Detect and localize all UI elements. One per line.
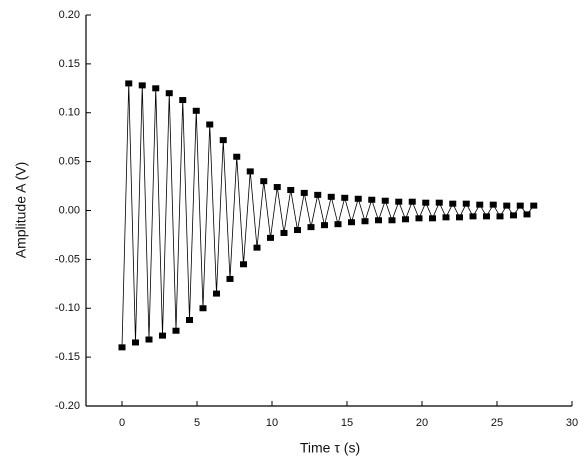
- marker: [307, 224, 315, 231]
- marker: [395, 198, 403, 205]
- marker: [273, 184, 281, 191]
- x-tick-label: 0: [119, 417, 125, 429]
- marker: [469, 213, 477, 220]
- marker: [388, 217, 396, 224]
- marker: [442, 214, 450, 221]
- marker: [422, 199, 430, 206]
- y-tick-label: 0.10: [59, 107, 80, 119]
- marker: [476, 201, 484, 208]
- marker: [321, 222, 328, 229]
- marker: [206, 121, 214, 128]
- marker: [489, 201, 497, 208]
- marker: [530, 202, 538, 209]
- marker: [260, 178, 268, 185]
- marker: [462, 200, 470, 207]
- marker: [267, 234, 274, 241]
- y-tick-label: -0.20: [55, 400, 80, 412]
- marker: [172, 327, 180, 334]
- marker: [483, 213, 490, 220]
- marker: [253, 244, 261, 251]
- marker: [375, 217, 382, 224]
- marker: [219, 137, 227, 144]
- y-tick-label: 0.00: [59, 204, 80, 216]
- x-tick-label: 25: [491, 417, 503, 429]
- marker: [449, 200, 457, 207]
- marker: [354, 195, 362, 202]
- marker: [125, 80, 133, 87]
- marker: [132, 339, 139, 346]
- y-tick-label: 0.20: [59, 9, 80, 21]
- marker: [199, 305, 207, 312]
- marker: [233, 153, 241, 160]
- marker: [186, 316, 193, 323]
- marker: [179, 97, 187, 104]
- marker: [348, 219, 355, 226]
- y-tick-label: -0.15: [55, 351, 80, 363]
- marker: [152, 85, 160, 92]
- marker: [327, 193, 335, 200]
- x-tick-label: 5: [194, 417, 200, 429]
- x-tick-label: 15: [341, 417, 353, 429]
- marker: [456, 214, 463, 221]
- x-tick-label: 10: [266, 417, 278, 429]
- x-tick-label: 30: [566, 417, 578, 429]
- marker: [213, 290, 220, 297]
- x-axis-label: Time τ (s): [300, 440, 360, 456]
- marker: [226, 275, 234, 282]
- y-tick-label: 0.05: [59, 156, 80, 168]
- marker: [435, 199, 443, 206]
- marker: [294, 227, 301, 234]
- x-tick-label: 20: [416, 417, 428, 429]
- marker: [361, 218, 369, 225]
- marker: [341, 194, 349, 201]
- marker: [280, 229, 288, 236]
- marker: [192, 107, 200, 114]
- y-tick-label: -0.05: [55, 253, 80, 265]
- marker: [408, 198, 416, 205]
- marker: [300, 189, 308, 196]
- marker: [496, 213, 504, 220]
- marker: [118, 344, 126, 351]
- marker: [503, 202, 511, 209]
- marker: [429, 215, 436, 222]
- marker: [368, 196, 376, 203]
- marker: [159, 332, 166, 339]
- y-tick-label: 0.15: [59, 58, 80, 70]
- marker: [334, 221, 342, 228]
- marker: [381, 197, 389, 204]
- marker: [145, 336, 153, 343]
- y-tick-label: -0.10: [55, 302, 80, 314]
- marker: [314, 191, 322, 198]
- y-axis-label: Amplitude A (V): [13, 162, 29, 259]
- marker: [246, 168, 254, 175]
- marker: [287, 186, 295, 193]
- marker: [415, 215, 423, 222]
- marker: [402, 216, 409, 223]
- marker: [523, 211, 531, 218]
- marker: [138, 82, 146, 89]
- marker: [165, 90, 173, 97]
- marker: [516, 202, 524, 209]
- marker: [240, 261, 247, 268]
- marker: [510, 212, 517, 219]
